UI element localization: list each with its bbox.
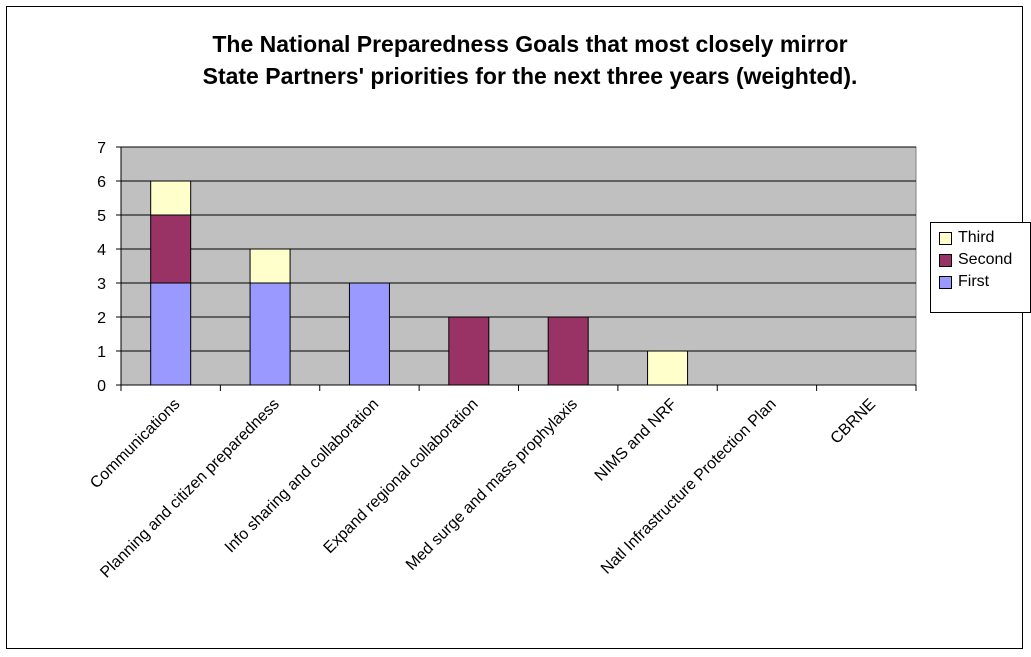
x-category-label: Med surge and mass prophylaxis [403,396,581,574]
legend-swatch [939,275,952,289]
bar-third [647,350,689,386]
x-category-label: Communications [87,396,183,492]
y-tick-label: 3 [97,276,106,293]
bar-first [249,282,291,386]
x-category-label: NIMS and NRF [592,396,681,485]
legend-item-second: Second [939,249,1012,271]
chart-title: The National Preparedness Goals that mos… [0,28,1031,92]
bar-first [150,282,192,386]
legend-label: Second [958,251,1013,268]
y-tick-label: 5 [97,208,106,225]
x-category-label: CBRNE [828,396,880,448]
x-category-label: Natl Infrastructure Protection Plan [598,396,780,578]
legend-swatch [939,253,952,267]
legend-label: First [958,273,990,290]
plot-area [120,146,917,386]
chart-legend: Third Second First [930,222,1031,313]
legend-label: Third [958,229,995,246]
y-tick-label: 6 [97,174,106,191]
y-tick-label: 0 [97,378,106,395]
chart-title-line-1: The National Preparedness Goals that mos… [212,31,848,57]
y-tick-label: 4 [97,242,106,259]
bar-second [547,316,589,386]
chart-title-line-2: State Partners' priorities for the next … [202,63,858,89]
y-tick-label: 1 [97,344,106,361]
bar-first [348,282,390,386]
bar-second [448,316,490,386]
bar-second [150,214,192,284]
y-tick-label: 2 [97,310,106,327]
bar-third [249,248,291,284]
x-category-label: Planning and citizen preparedness [97,396,283,582]
bar-third [150,180,192,216]
y-tick-label: 7 [97,140,106,157]
legend-swatch [939,231,952,245]
legend-item-first: First [939,271,989,293]
legend-item-third: Third [939,227,994,249]
